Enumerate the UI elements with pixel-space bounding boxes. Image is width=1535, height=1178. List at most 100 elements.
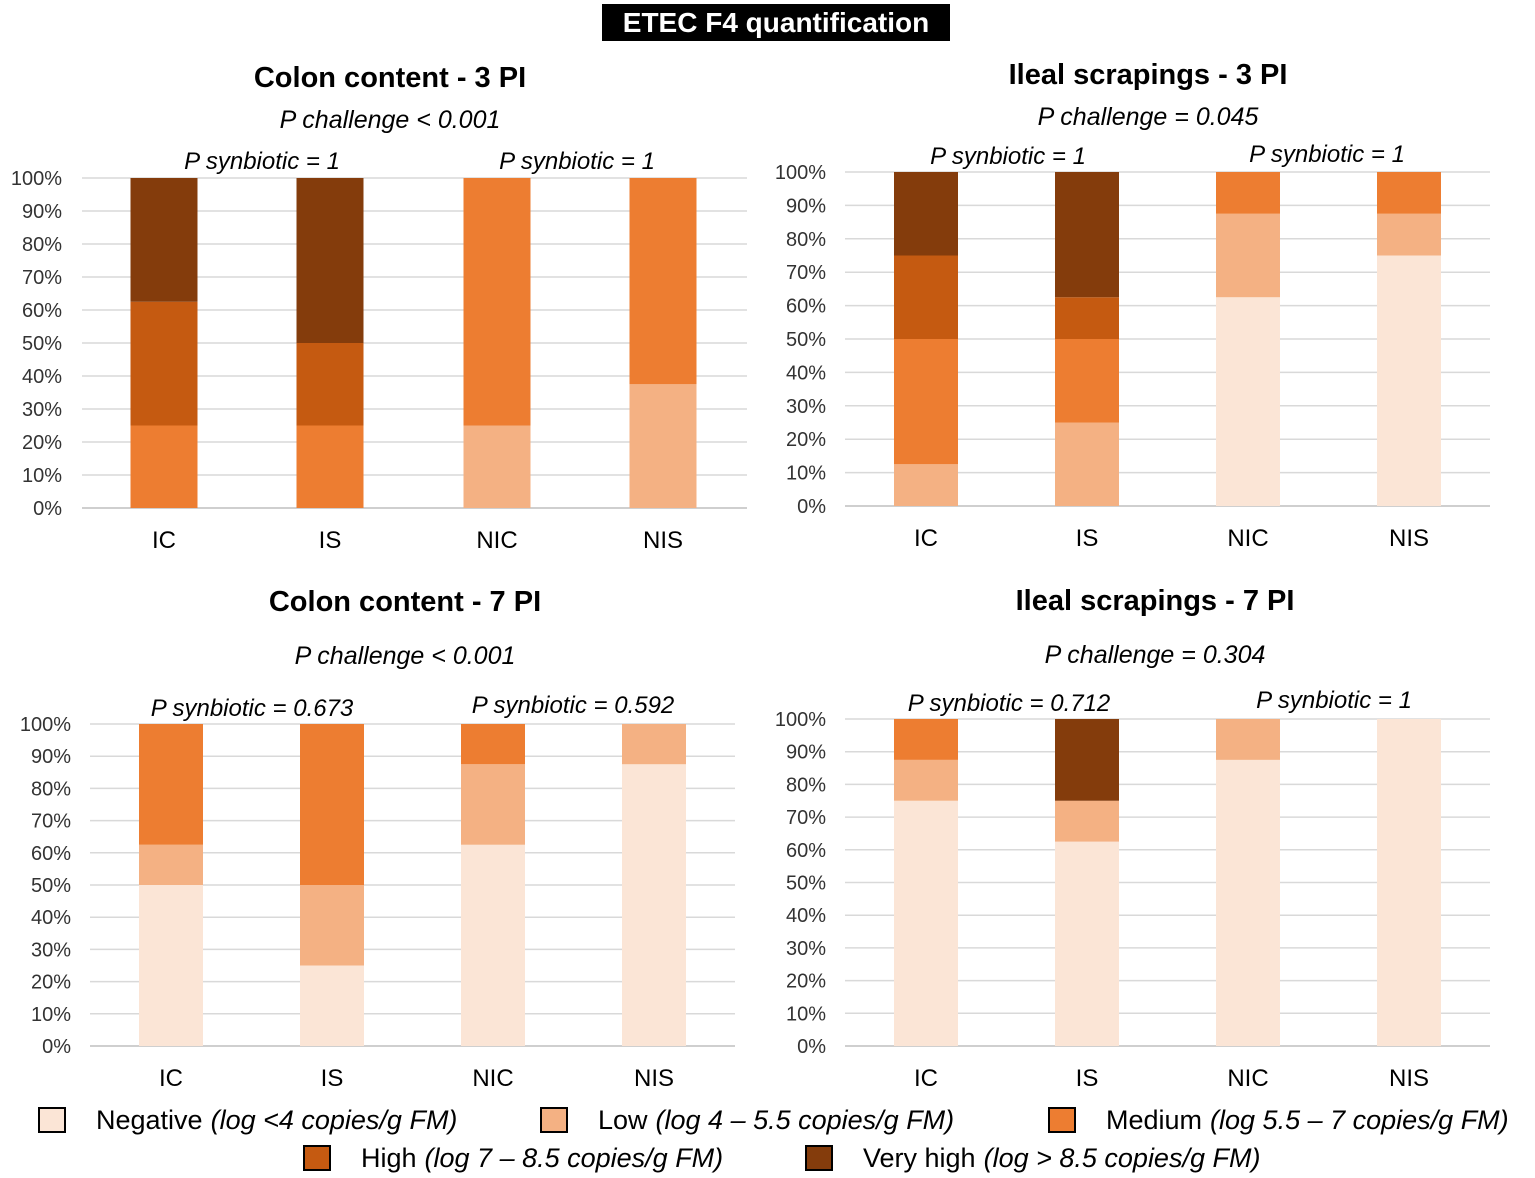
p-challenge-label: P challenge = 0.045 xyxy=(1038,103,1259,131)
p-synbiotic-label: P synbiotic = 1 xyxy=(499,148,655,175)
x-tick-label: IS xyxy=(1076,1065,1099,1092)
chart-title: Colon content - 7 PI xyxy=(269,586,541,618)
p-challenge-label: P challenge = 0.304 xyxy=(1045,641,1266,669)
y-tick-label: 30% xyxy=(31,939,71,961)
p-synbiotic-label: P synbiotic = 1 xyxy=(1249,141,1405,168)
bar-segment-low xyxy=(463,425,531,508)
x-tick-label: NIC xyxy=(1227,525,1268,552)
legend-swatch-low xyxy=(540,1107,568,1133)
y-tick-label: 80% xyxy=(22,234,62,256)
x-tick-label: NIS xyxy=(1389,1065,1429,1092)
y-tick-label: 60% xyxy=(786,840,826,862)
y-tick-label: 80% xyxy=(786,774,826,796)
bar-segment-low xyxy=(894,464,958,506)
legend-label: Medium xyxy=(1106,1104,1203,1135)
p-synbiotic-label: P synbiotic = 1 xyxy=(930,143,1086,170)
bar-segment-low xyxy=(1377,213,1441,256)
bar-segment-very-high xyxy=(1055,172,1119,298)
y-tick-label: 60% xyxy=(22,300,62,322)
y-tick-label: 50% xyxy=(22,333,62,355)
legend-detail: (log 5.5 – 7 copies/g FM) xyxy=(1210,1104,1509,1135)
y-tick-label: 100% xyxy=(11,168,62,190)
bar-segment-negative xyxy=(1216,297,1280,506)
bar-segment-medium xyxy=(1055,339,1119,423)
p-challenge-label: P challenge < 0.001 xyxy=(280,106,501,134)
bar-segment-very-high xyxy=(894,172,958,256)
y-tick-label: 90% xyxy=(786,742,826,764)
x-tick-label: IC xyxy=(914,525,938,552)
x-tick-label: IS xyxy=(1076,525,1099,552)
bar-segment-very-high xyxy=(1055,719,1119,801)
p-synbiotic-label: P synbiotic = 0.712 xyxy=(908,690,1111,717)
bar-segment-high xyxy=(130,301,198,426)
chart-panel-4: 0% 10% 20% 30% 40% 50% 60% 70% 80% 90% 100% IC IS NIC… xyxy=(775,585,1490,1092)
y-tick-label: 90% xyxy=(786,195,826,217)
bar-segment-medium xyxy=(139,724,203,845)
p-synbiotic-label: P synbiotic = 1 xyxy=(1256,687,1412,714)
y-tick-label: 60% xyxy=(786,296,826,318)
x-tick-label: IS xyxy=(319,527,342,554)
x-tick-label: NIC xyxy=(1227,1065,1268,1092)
bar-segment-negative xyxy=(622,764,686,1046)
x-tick-label: IS xyxy=(321,1065,344,1092)
bar-segment-low xyxy=(894,759,958,801)
x-tick-label: NIS xyxy=(1389,525,1429,552)
legend-detail: (log 7 – 8.5 copies/g FM) xyxy=(424,1142,724,1173)
y-tick-label: 0% xyxy=(797,1036,826,1058)
x-tick-label: NIC xyxy=(472,1065,513,1092)
legend-label: Low xyxy=(598,1104,648,1135)
x-tick-label: NIS xyxy=(643,527,683,554)
bar-segment-negative xyxy=(894,800,958,1046)
y-tick-label: 50% xyxy=(786,873,826,895)
bar-segment-negative xyxy=(1377,719,1441,1046)
legend-item-negative: Negative (log <4 copies/g FM) xyxy=(38,1102,457,1138)
bar-segment-medium xyxy=(300,724,364,885)
bar-segment-low xyxy=(622,724,686,765)
y-tick-label: 20% xyxy=(31,972,71,994)
p-synbiotic-label: P synbiotic = 0.592 xyxy=(472,692,675,719)
y-tick-label: 60% xyxy=(31,843,71,865)
bar-segment-low xyxy=(629,384,697,508)
y-tick-label: 30% xyxy=(786,938,826,960)
y-tick-label: 20% xyxy=(786,429,826,451)
y-tick-label: 50% xyxy=(786,329,826,351)
legend-swatch-very-high xyxy=(805,1145,833,1171)
legend-detail: (log > 8.5 copies/g FM) xyxy=(983,1142,1261,1173)
y-tick-label: 100% xyxy=(775,709,826,731)
bar-segment-negative xyxy=(1216,759,1280,1046)
y-tick-label: 80% xyxy=(31,778,71,800)
legend-label: High xyxy=(361,1142,417,1173)
y-tick-label: 90% xyxy=(22,201,62,223)
y-tick-label: 30% xyxy=(786,396,826,418)
bar-segment-low xyxy=(1216,719,1280,760)
chart-panel-3: 0% 10% 20% 30% 40% 50% 60% 70% 80% 90% 100% IC IS NIC… xyxy=(20,586,735,1092)
y-tick-label: 40% xyxy=(786,362,826,384)
y-tick-label: 80% xyxy=(786,229,826,251)
legend-swatch-medium xyxy=(1048,1107,1076,1133)
y-tick-label: 10% xyxy=(786,1003,826,1025)
bar-segment-medium xyxy=(894,719,958,760)
bar-segment-medium xyxy=(629,178,697,385)
y-tick-label: 30% xyxy=(22,399,62,421)
bar-segment-very-high xyxy=(130,178,198,302)
bar-segment-high xyxy=(296,343,364,426)
legend-item-low: Low (log 4 – 5.5 copies/g FM) xyxy=(540,1102,954,1138)
bar-segment-negative xyxy=(139,885,203,1046)
bar-segment-medium xyxy=(463,178,531,426)
x-tick-label: NIC xyxy=(476,527,517,554)
y-tick-label: 50% xyxy=(31,875,71,897)
y-tick-label: 100% xyxy=(775,162,826,184)
y-tick-label: 90% xyxy=(31,746,71,768)
y-tick-label: 20% xyxy=(786,971,826,993)
y-tick-label: 20% xyxy=(22,432,62,454)
legend-item-high: High (log 7 – 8.5 copies/g FM) xyxy=(303,1140,723,1176)
legend-detail: (log <4 copies/g FM) xyxy=(210,1104,458,1135)
x-tick-label: IC xyxy=(159,1065,183,1092)
bar-segment-medium xyxy=(1377,172,1441,214)
p-synbiotic-label: P synbiotic = 0.673 xyxy=(151,695,354,722)
legend: Negative (log <4 copies/g FM) Low (log 4… xyxy=(0,1100,1535,1178)
chart-panel-1: 0% 10% 20% 30% 40% 50% 60% 70% 80% 90% 100% IC IS NIC… xyxy=(11,62,747,554)
x-tick-label: IC xyxy=(152,527,176,554)
legend-label: Negative xyxy=(96,1104,203,1135)
